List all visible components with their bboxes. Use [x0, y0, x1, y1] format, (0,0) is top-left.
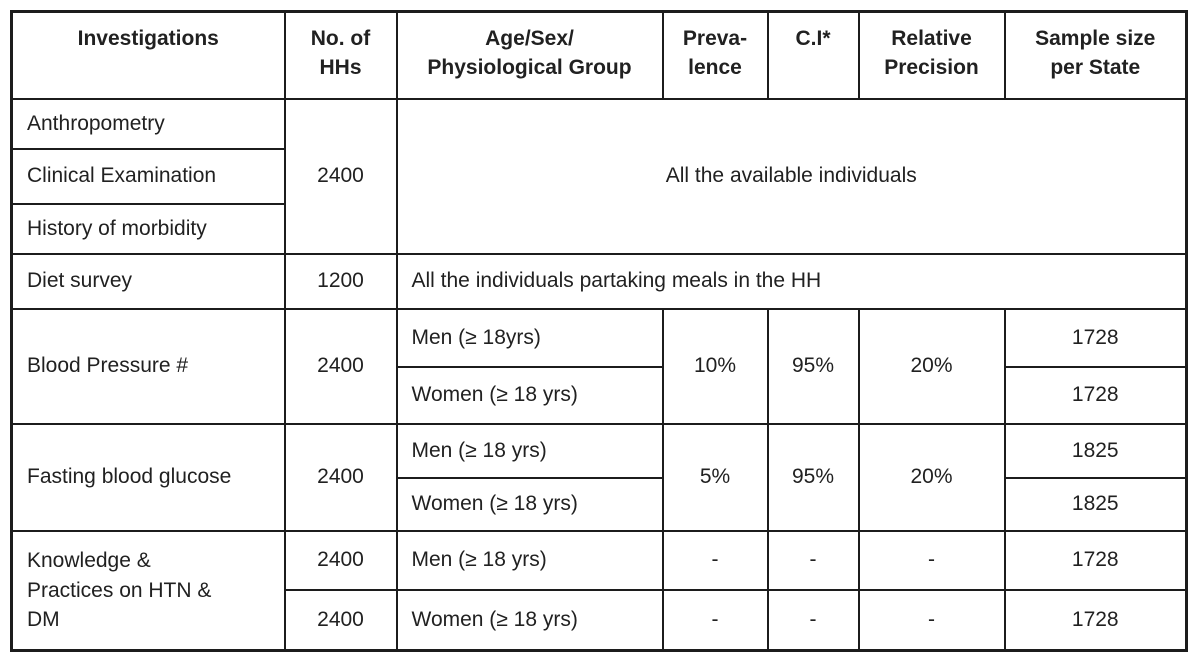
cell-ci-bp: 95%: [766, 307, 860, 425]
cell-hhs-group1: 2400: [283, 97, 398, 255]
cell-hhs-kp-men: 2400: [283, 529, 398, 591]
cell-prevalence-bp: 10%: [661, 307, 769, 425]
cell-sample-fbg-women: 1825: [1003, 476, 1188, 532]
row-clinical-examination: Clinical Examination: [10, 147, 1187, 205]
row-blood-pressure-men: Blood Pressure # 2400 Men (≥ 18yrs) 10% …: [10, 307, 1188, 425]
cell-sample-kp-women: 1728: [1003, 588, 1188, 652]
cell-group-kp-women: Women (≥ 18 yrs): [395, 588, 664, 652]
header-row: Investigations No. of HHs Age/Sex/ Physi…: [10, 10, 1188, 100]
cell-ci-fbg: 95%: [766, 422, 860, 532]
cell-relative-precision-kp-women: -: [857, 588, 1006, 652]
cell-sample-bp-men: 1728: [1003, 307, 1188, 368]
sampling-design-table: Investigations No. of HHs Age/Sex/ Physi…: [10, 10, 1188, 652]
cell-relative-precision-bp: 20%: [857, 307, 1006, 425]
row-diet-survey: Diet survey 1200 All the individuals par…: [10, 252, 1188, 310]
col-header-age-sex-group: Age/Sex/ Physiological Group: [395, 10, 664, 100]
cell-investigation-blood-pressure: Blood Pressure #: [10, 307, 286, 425]
row-blood-pressure-women: Women (≥ 18 yrs) 1728: [12, 365, 1188, 425]
row-fasting-glucose-women: Women (≥ 18 yrs) 1825: [12, 476, 1188, 532]
cell-ci-kp-men: -: [766, 529, 860, 591]
cell-relative-precision-fbg: 20%: [857, 422, 1006, 532]
cell-note-partaking-meals: All the individuals partaking meals in t…: [395, 252, 1188, 310]
cell-note-all-available-individuals: All the available individuals: [395, 97, 1188, 255]
cell-hhs-blood-pressure: 2400: [283, 307, 398, 425]
row-anthropometry: Anthropometry 2400 All the available ind…: [10, 97, 1188, 255]
cell-investigation-anthropometry: Anthropometry: [10, 97, 286, 150]
cell-prevalence-kp-men: -: [661, 529, 769, 591]
cell-investigation-diet-survey: Diet survey: [10, 252, 286, 310]
cell-investigation-knowledge-practices: Knowledge & Practices on HTN & DM: [10, 529, 286, 652]
cell-hhs-diet-survey: 1200: [283, 252, 398, 310]
row-knowledge-practices-men: Knowledge & Practices on HTN & DM 2400 M…: [10, 529, 1188, 652]
cell-investigation-clinical-examination: Clinical Examination: [10, 147, 286, 205]
col-header-relative-precision: Relative Precision: [857, 10, 1006, 100]
col-header-prevalence: Preva- lence: [661, 10, 769, 100]
cell-investigation-history-of-morbidity: History of morbidity: [10, 202, 286, 255]
cell-sample-kp-men: 1728: [1003, 529, 1188, 591]
col-header-ci: C.I*: [766, 10, 860, 100]
cell-group-kp-men: Men (≥ 18 yrs): [395, 529, 664, 591]
col-header-investigations: Investigations: [10, 10, 286, 100]
row-fasting-glucose-men: Fasting blood glucose 2400 Men (≥ 18 yrs…: [10, 422, 1188, 532]
cell-investigation-fasting-glucose: Fasting blood glucose: [10, 422, 286, 532]
col-header-sample-size: Sample size per State: [1003, 10, 1188, 100]
cell-group-fbg-women: Women (≥ 18 yrs): [395, 476, 664, 532]
cell-group-fbg-men: Men (≥ 18 yrs): [395, 422, 664, 479]
cell-prevalence-kp-women: -: [661, 588, 769, 652]
cell-prevalence-fbg: 5%: [661, 422, 769, 532]
col-header-no-of-hhs: No. of HHs: [283, 10, 398, 100]
cell-group-bp-men: Men (≥ 18yrs): [395, 307, 664, 368]
cell-ci-kp-women: -: [766, 588, 860, 652]
cell-hhs-fasting-glucose: 2400: [283, 422, 398, 532]
row-history-of-morbidity: History of morbidity: [10, 202, 1187, 255]
cell-sample-bp-women: 1728: [1003, 365, 1188, 425]
row-knowledge-practices-women: 2400 Women (≥ 18 yrs) - - - 1728: [12, 588, 1188, 652]
cell-relative-precision-kp-men: -: [857, 529, 1006, 591]
cell-sample-fbg-men: 1825: [1003, 422, 1188, 479]
cell-hhs-kp-women: 2400: [283, 588, 398, 652]
cell-group-bp-women: Women (≥ 18 yrs): [395, 365, 664, 425]
